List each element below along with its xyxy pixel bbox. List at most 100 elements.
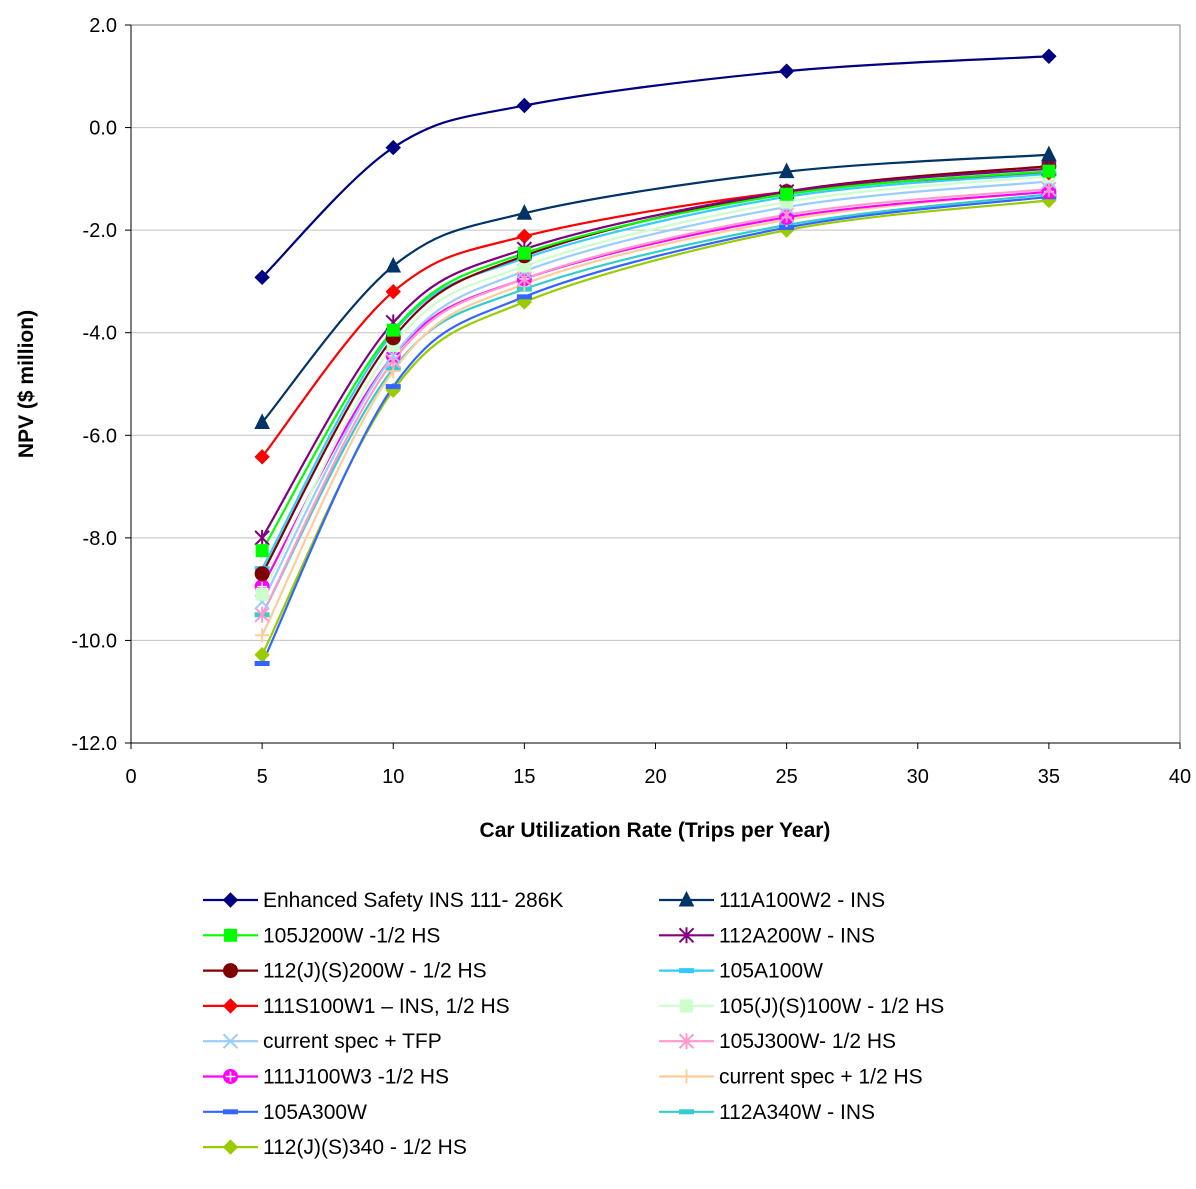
data-point	[254, 529, 270, 546]
data-point	[778, 206, 795, 223]
x-tick-label: 0	[125, 766, 136, 788]
x-axis-title: Car Utilization Rate (Trips per Year)	[480, 819, 831, 842]
legend-swatch-marker	[222, 1033, 239, 1049]
data-point	[1042, 164, 1056, 178]
axes	[125, 24, 1181, 749]
y-tick-label: -12.0	[71, 733, 117, 755]
data-point	[254, 661, 270, 667]
legend-label: 105(J)(S)100W - 1/2 HS	[719, 995, 944, 1018]
legend-item: Enhanced Safety INS 111- 286K	[203, 889, 563, 912]
series-line	[261, 199, 1050, 656]
legend-item: 111J100W3 -1/2 HS	[203, 1066, 449, 1089]
data-point	[1041, 145, 1057, 162]
series-line	[261, 180, 1049, 603]
gridlines	[131, 24, 1180, 744]
legend-swatch-marker	[678, 1033, 695, 1050]
data-point	[386, 323, 400, 337]
legend-swatch-marker	[679, 968, 694, 974]
marker-layer	[254, 48, 1057, 667]
data-point	[254, 449, 270, 465]
legend-item: 112(J)(S)200W - 1/2 HS	[203, 960, 487, 983]
data-point	[780, 187, 794, 201]
legend-item: 105J300W- 1/2 HS	[659, 1030, 896, 1053]
legend-label: 112(J)(S)200W - 1/2 HS	[263, 960, 487, 983]
series-line	[261, 188, 1049, 616]
legend-swatch-marker	[222, 1139, 239, 1155]
data-point	[254, 269, 270, 286]
legend-label: 111J100W3 -1/2 HS	[263, 1066, 449, 1089]
y-tick-label: -4.0	[83, 323, 117, 345]
series-line	[261, 190, 1049, 636]
x-tick-label: 25	[776, 766, 798, 788]
data-point	[255, 628, 270, 643]
legend-item: current spec + 1/2 HS	[659, 1066, 923, 1089]
series-line	[261, 195, 1050, 664]
data-point	[517, 246, 531, 260]
data-point	[778, 162, 795, 179]
series-line	[261, 55, 1049, 279]
y-tick-label: -2.0	[83, 220, 117, 242]
legend-item: 105A300W	[203, 1101, 367, 1124]
x-tick-label: 40	[1169, 766, 1191, 788]
legend-item: 105A100W	[659, 960, 823, 983]
data-point	[254, 566, 270, 582]
data-point	[516, 97, 533, 114]
data-point	[1041, 48, 1057, 64]
legend-swatch-marker	[678, 927, 695, 944]
legend-swatch-marker	[679, 1109, 694, 1115]
legend-swatch-marker	[224, 928, 237, 942]
data-point	[255, 544, 269, 558]
series-line	[261, 167, 1049, 539]
legend-label: 105J200W -1/2 HS	[263, 924, 440, 947]
legend-swatch-marker	[223, 1069, 238, 1084]
data-point	[516, 294, 532, 300]
series-line	[261, 153, 1049, 424]
legend-item: 112A340W - INS	[659, 1101, 875, 1124]
series-layer	[261, 55, 1050, 664]
legend-label: 105J300W- 1/2 HS	[719, 1030, 896, 1053]
legend-swatch-marker	[678, 890, 695, 907]
series-line	[261, 164, 1049, 575]
y-tick-label: 2.0	[89, 15, 117, 37]
data-point	[385, 139, 401, 156]
y-tick-label: 0.0	[89, 118, 117, 140]
legend-label: 111A100W2 - INS	[719, 889, 885, 912]
data-point	[385, 256, 402, 273]
legend-item: 105J200W -1/2 HS	[203, 924, 440, 947]
legend-label: 105A300W	[263, 1101, 367, 1124]
legend: Enhanced Safety INS 111- 286K 111A100W2 -…	[203, 889, 944, 1159]
legend-label: 112A340W - INS	[719, 1101, 875, 1124]
data-point	[254, 413, 270, 429]
legend-swatch-marker	[679, 1069, 694, 1084]
legend-swatch-marker	[223, 1109, 238, 1115]
legend-item: 111S100W1 – INS, 1/2 HS	[203, 995, 510, 1018]
legend-label: 111S100W1 – INS, 1/2 HS	[263, 995, 510, 1018]
x-tick-label: 30	[907, 766, 929, 788]
legend-swatch-marker	[680, 999, 693, 1013]
x-tick-label: 10	[382, 766, 404, 788]
data-point	[516, 204, 533, 220]
plot-area-frame	[130, 24, 1181, 744]
legend-label: current spec + 1/2 HS	[719, 1066, 923, 1089]
legend-label: current spec + TFP	[263, 1030, 442, 1053]
legend-swatch-marker	[223, 963, 238, 979]
tick-labels: -12.0 -10.0 -8.0 -6.0 -4.0 -2.0 0.0 2.0 0 5 10 15 20…	[71, 15, 1191, 788]
legend-item: 111A100W2 - INS	[659, 889, 885, 912]
legend-item: current spec + TFP	[203, 1030, 442, 1053]
legend-label: 105A100W	[719, 960, 823, 983]
data-point	[254, 606, 270, 623]
x-tick-label: 35	[1038, 766, 1060, 788]
series-line	[261, 175, 1049, 595]
series-line	[261, 172, 1049, 570]
y-axis-title: NPV ($ million)	[15, 310, 38, 458]
data-point	[255, 587, 269, 601]
legend-label: Enhanced Safety INS 111- 286K	[263, 889, 563, 912]
legend-label: 112(J)(S)340 - 1/2 HS	[263, 1136, 467, 1159]
x-tick-label: 15	[513, 766, 535, 788]
data-point	[778, 63, 795, 79]
legend-swatch-marker	[222, 998, 239, 1014]
y-tick-label: -8.0	[83, 528, 117, 550]
data-point	[385, 384, 401, 390]
x-tick-label: 20	[644, 766, 666, 788]
